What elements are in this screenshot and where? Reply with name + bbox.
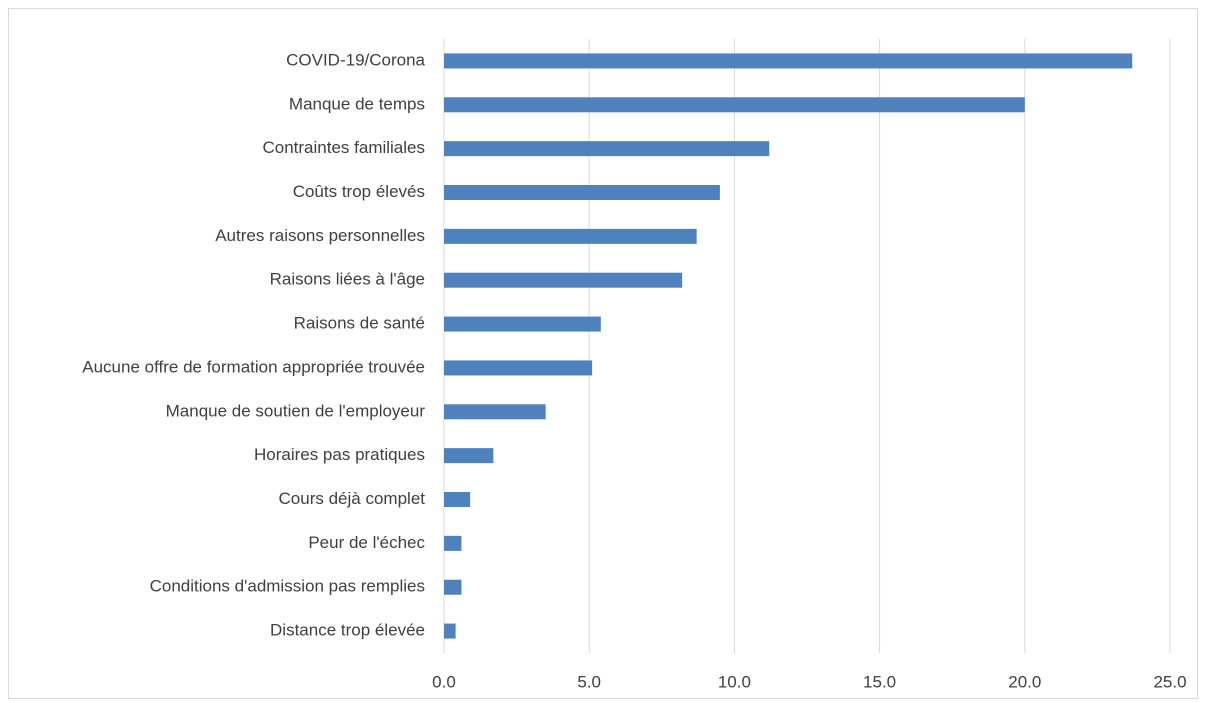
x-tick-label: 15.0 — [863, 672, 896, 691]
y-tick-label: COVID-19/Corona — [286, 50, 425, 69]
bar — [444, 316, 601, 332]
x-tick-label: 5.0 — [577, 672, 601, 691]
bar — [444, 141, 770, 157]
x-tick-label: 10.0 — [718, 672, 751, 691]
bar — [444, 228, 697, 244]
x-tick-label: 25.0 — [1153, 672, 1186, 691]
bar — [444, 448, 494, 464]
bar — [444, 97, 1025, 113]
x-tick-label: 20.0 — [1008, 672, 1041, 691]
y-tick-label: Horaires pas pratiques — [254, 445, 425, 464]
y-tick-label: Raisons liées à l'âge — [270, 270, 425, 289]
bar — [444, 535, 462, 551]
y-tick-label: Cours déjà complet — [279, 489, 426, 508]
x-tick-label: 0.0 — [432, 672, 456, 691]
bar — [444, 53, 1133, 69]
y-tick-label: Aucune offre de formation appropriée tro… — [82, 357, 425, 376]
y-tick-label: Contraintes familiales — [262, 138, 425, 157]
bar — [444, 492, 471, 507]
bar — [444, 623, 456, 639]
chart-frame — [8, 8, 1198, 699]
y-tick-label: Manque de soutien de l'employeur — [166, 401, 426, 420]
y-tick-label: Raisons de santé — [294, 314, 425, 333]
y-tick-label: Peur de l'échec — [308, 533, 425, 552]
bar — [444, 579, 462, 595]
y-tick-label: Manque de temps — [289, 94, 425, 113]
y-tick-label: Distance trop élevée — [270, 621, 425, 640]
y-tick-label: Conditions d'admission pas remplies — [150, 577, 425, 596]
y-tick-label: Coûts trop élevés — [293, 182, 425, 201]
bar — [444, 404, 546, 420]
bar — [444, 185, 720, 200]
bar — [444, 272, 683, 288]
y-tick-label: Autres raisons personnelles — [215, 226, 425, 245]
bar — [444, 360, 593, 376]
